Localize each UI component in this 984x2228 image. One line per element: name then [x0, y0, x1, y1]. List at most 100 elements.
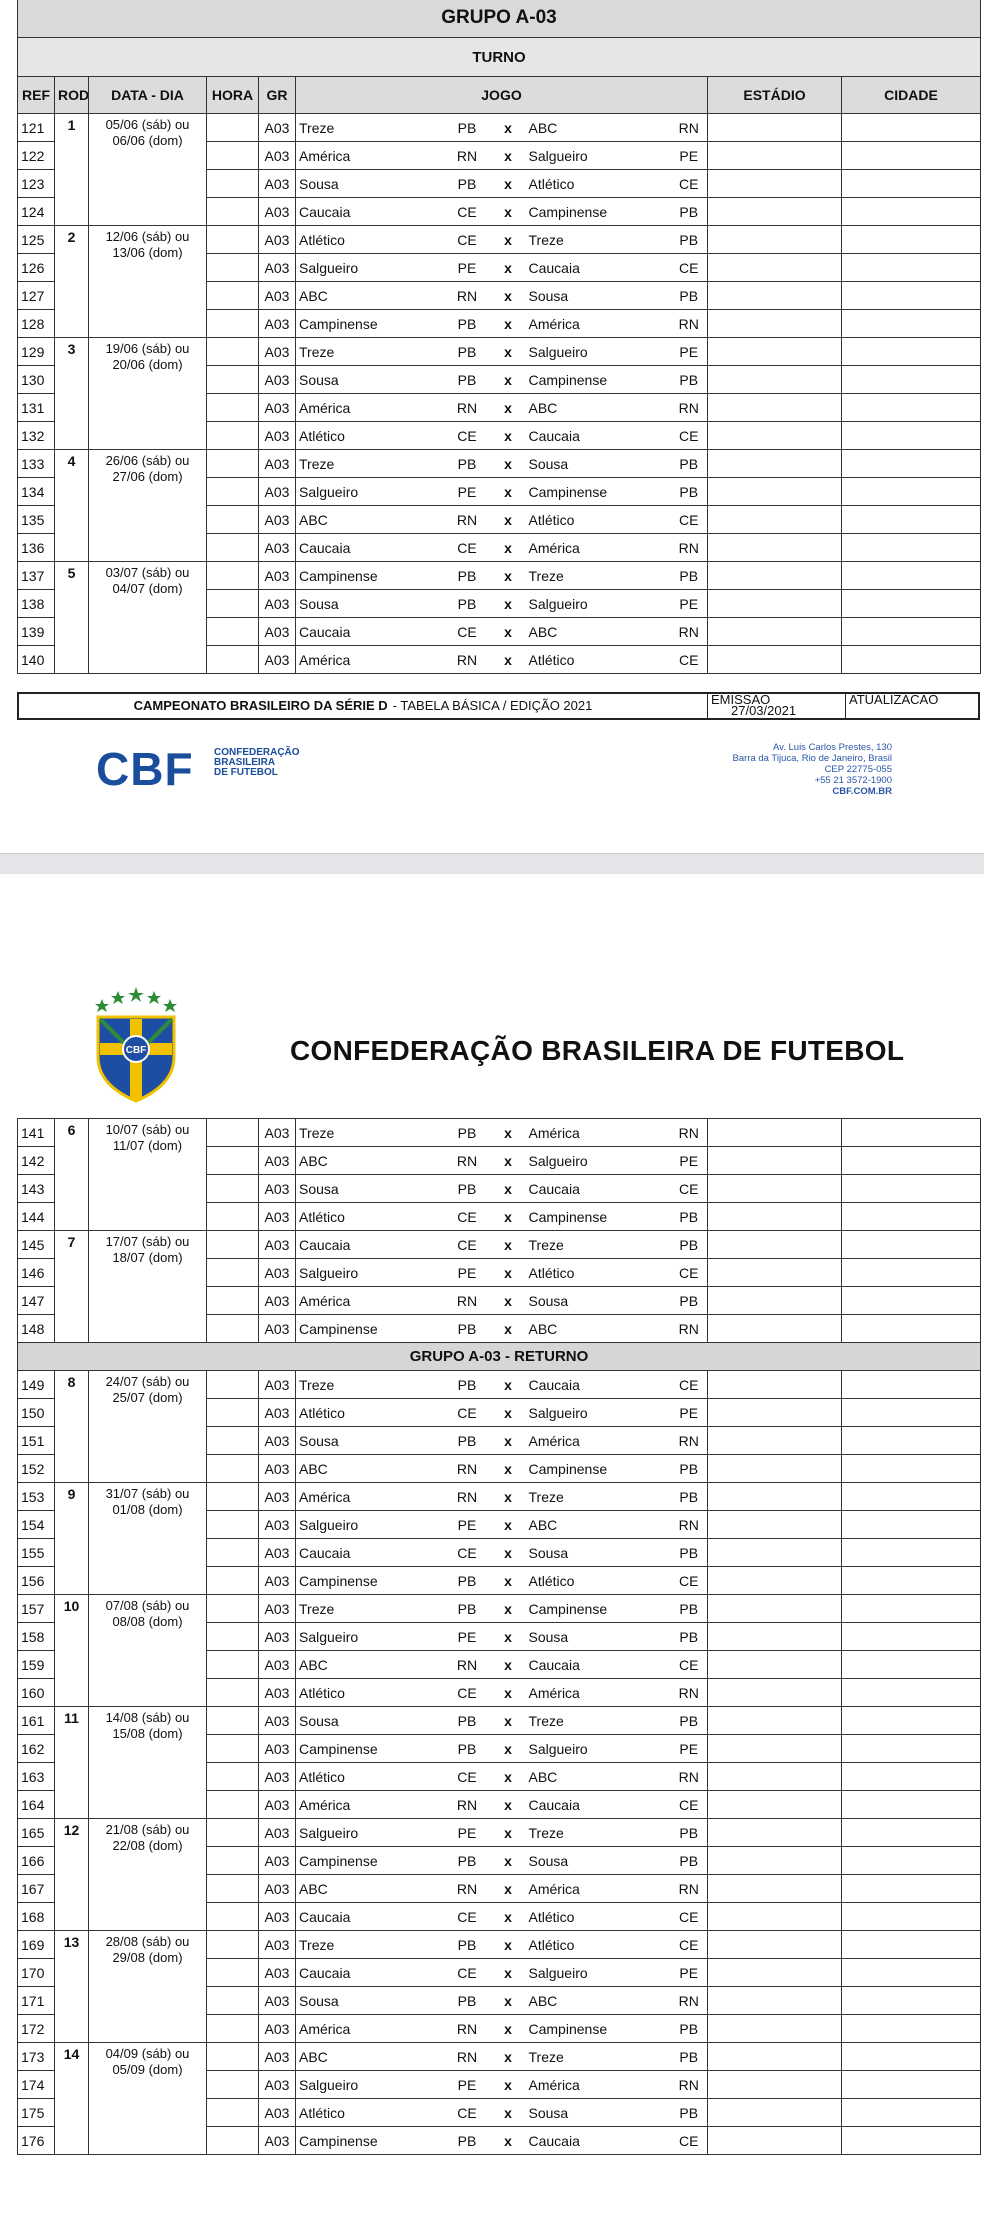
date-line: 28/08 (sáb) ou: [105, 1934, 190, 1949]
hora: [206, 1482, 259, 1511]
footer-rest: - TABELA BÁSICA / EDIÇÃO 2021: [392, 698, 593, 713]
gr: A03: [258, 1370, 296, 1399]
estadio: [707, 1930, 842, 1959]
gr: A03: [258, 337, 296, 366]
title-row: GRUPO A-03: [17, 0, 981, 38]
away-uf: PE: [670, 1146, 708, 1175]
home: Salgueiro: [295, 2070, 444, 2099]
date-line: 27/06 (dom): [112, 469, 183, 484]
gr: A03: [258, 1118, 296, 1147]
date-line: 19/06 (sáb) ou: [105, 341, 190, 356]
cidade: [841, 1510, 981, 1539]
hora: [206, 1566, 259, 1595]
estadio: [707, 141, 842, 170]
hora: [206, 477, 259, 506]
away-uf: PB: [670, 1818, 708, 1847]
ref: 163: [17, 1762, 55, 1791]
cbf-logo-mark: CBF: [96, 743, 194, 795]
away-uf: CE: [670, 1650, 708, 1679]
gr: A03: [258, 2098, 296, 2127]
versus: x: [490, 1790, 526, 1819]
cidade: [841, 1174, 981, 1203]
estadio: [707, 2042, 842, 2071]
date: 24/07 (sáb) ou 25/07 (dom): [88, 1370, 207, 1483]
column-header: REF: [17, 76, 55, 114]
away: América: [525, 2070, 671, 2099]
cidade: [841, 1146, 981, 1175]
hora: [206, 1454, 259, 1483]
home-uf: PB: [443, 1118, 491, 1147]
gr: A03: [258, 2126, 296, 2155]
versus: x: [490, 1118, 526, 1147]
footer-title: CAMPEONATO BRASILEIRO DA SÉRIE D - TABELA…: [19, 694, 708, 718]
home: ABC: [295, 1650, 444, 1679]
hora: [206, 1930, 259, 1959]
match-row: 136 A03 Caucaia CE x América RN: [17, 533, 981, 562]
cidade: [841, 113, 981, 142]
home-uf: PB: [443, 1706, 491, 1735]
away: Sousa: [525, 281, 671, 310]
hora: [206, 561, 259, 590]
cidade: [841, 1734, 981, 1763]
hora: [206, 2098, 259, 2127]
estadio: [707, 169, 842, 198]
home: Treze: [295, 1370, 444, 1399]
gr: A03: [258, 1174, 296, 1203]
away-uf: CE: [670, 1902, 708, 1931]
versus: x: [490, 1762, 526, 1791]
match-row: 166 A03 Campinense PB x Sousa PB: [17, 1846, 981, 1875]
table-turno: GRUPO A-03 TURNO REF ROD DATA - DIA HORA GR J…: [17, 0, 981, 674]
logo-line: BRASILEIRA: [214, 757, 276, 768]
away: Salgueiro: [525, 1734, 671, 1763]
away: Campinense: [525, 2014, 671, 2043]
gr: A03: [258, 197, 296, 226]
versus: x: [490, 533, 526, 562]
ref: 134: [17, 477, 55, 506]
estadio: [707, 561, 842, 590]
ref: 169: [17, 1930, 55, 1959]
match-row: 157 10 07/08 (sáb) ou 08/08 (dom) A03 Treze PB…: [17, 1594, 981, 1707]
versus: x: [490, 1370, 526, 1399]
ref: 176: [17, 2126, 55, 2155]
hora: [206, 1734, 259, 1763]
gr: A03: [258, 1790, 296, 1819]
away: Sousa: [525, 449, 671, 478]
estadio: [707, 1202, 842, 1231]
hora: [206, 1650, 259, 1679]
ref: 162: [17, 1734, 55, 1763]
home-uf: RN: [443, 281, 491, 310]
column-header: HORA: [206, 76, 259, 114]
date-line: 10/07 (sáb) ou: [105, 1122, 190, 1137]
estadio: [707, 1118, 842, 1147]
home: Treze: [295, 449, 444, 478]
estadio: [707, 225, 842, 254]
away: ABC: [525, 393, 671, 422]
gr: A03: [258, 645, 296, 674]
match-row: 121 1 05/06 (sáb) ou 06/06 (dom) A03 Treze PB x…: [17, 113, 981, 226]
match-row: 154 A03 Salgueiro PE x ABC RN: [17, 1510, 981, 1539]
hora: [206, 1398, 259, 1427]
home-uf: CE: [443, 1958, 491, 1987]
away-uf: PB: [670, 1230, 708, 1259]
away-uf: PB: [670, 2098, 708, 2127]
away-uf: PB: [670, 365, 708, 394]
versus: x: [490, 1818, 526, 1847]
ref: 145: [17, 1230, 55, 1259]
away-uf: RN: [670, 1426, 708, 1455]
away-uf: RN: [670, 1678, 708, 1707]
away-uf: CE: [670, 505, 708, 534]
estadio: [707, 421, 842, 450]
home-uf: CE: [443, 1202, 491, 1231]
home-uf: PE: [443, 2070, 491, 2099]
hora: [206, 1146, 259, 1175]
versus: x: [490, 1286, 526, 1315]
gr: A03: [258, 1846, 296, 1875]
gr: A03: [258, 1538, 296, 1567]
column-header: JOGO: [295, 76, 708, 114]
gr: A03: [258, 2014, 296, 2043]
versus: x: [490, 1594, 526, 1623]
away: Atlético: [525, 645, 671, 674]
home: Sousa: [295, 589, 444, 618]
home-uf: PB: [443, 309, 491, 338]
date: 19/06 (sáb) ou 20/06 (dom): [88, 337, 207, 450]
